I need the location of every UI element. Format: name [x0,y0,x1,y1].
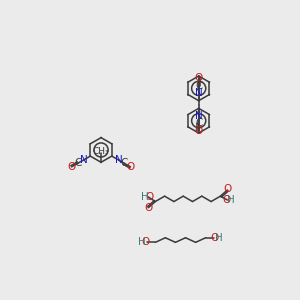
Text: H: H [138,237,146,248]
Text: O: O [223,195,231,205]
Text: N: N [80,155,87,165]
Text: C: C [195,118,202,128]
Text: H: H [227,195,235,205]
Text: O: O [144,203,152,214]
Text: CH₃: CH₃ [93,147,110,156]
Text: C: C [120,158,128,168]
Text: C: C [74,158,82,168]
Text: O: O [142,237,150,248]
Text: O: O [145,192,153,202]
Text: N: N [115,155,122,165]
Text: O: O [127,162,135,172]
Text: O: O [211,233,219,243]
Text: C: C [195,81,202,91]
Text: N: N [195,88,203,98]
Text: O: O [195,73,203,82]
Text: H: H [141,192,148,202]
Text: O: O [195,127,203,136]
Text: H: H [215,233,223,243]
Text: O: O [223,184,232,194]
Text: O: O [68,162,76,172]
Text: N: N [195,112,203,122]
